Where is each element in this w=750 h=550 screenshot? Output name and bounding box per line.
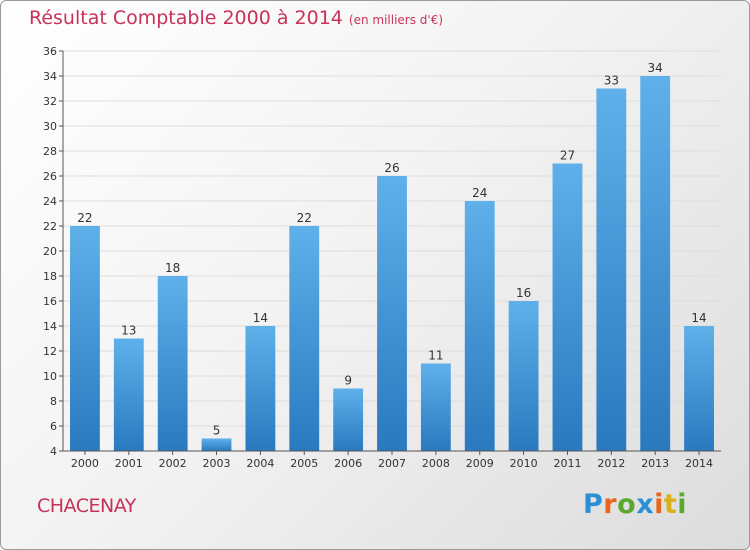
chart-title-text: Résultat Comptable 2000 à 2014 — [29, 7, 343, 29]
y-tick-label: 6 — [50, 420, 57, 433]
x-tick-label-2006: 2006 — [334, 457, 362, 470]
bar-2006 — [333, 388, 364, 451]
x-tick-label-2005: 2005 — [290, 457, 318, 470]
data-label-2012: 33 — [604, 74, 619, 88]
bar-2001 — [113, 338, 144, 451]
bar-2005 — [289, 226, 320, 451]
bar-2012 — [596, 88, 627, 451]
x-tick-label-2003: 2003 — [203, 457, 231, 470]
y-tick-label: 28 — [43, 145, 57, 158]
chart-title: Résultat Comptable 2000 à 2014 (en millie… — [29, 7, 443, 29]
bar-2008 — [420, 363, 451, 451]
data-label-2005: 22 — [297, 211, 312, 225]
logo-letter: i — [654, 489, 664, 520]
data-labels: 22 13 18 5 14 22 9 26 11 24 16 27 33 34 14 — [77, 61, 706, 438]
data-label-2010: 16 — [516, 286, 531, 300]
y-tick-label: 16 — [43, 295, 57, 308]
bars — [70, 76, 714, 451]
y-tick-label: 12 — [43, 345, 57, 358]
chart-subtitle: (en milliers d'€) — [348, 13, 444, 27]
y-tick-label: 30 — [43, 120, 57, 133]
data-label-2003: 5 — [213, 424, 221, 438]
bar-2014 — [684, 326, 714, 451]
commune-name: CHACENAY — [37, 495, 136, 517]
logo-letter: t — [663, 489, 678, 520]
data-label-2011: 27 — [560, 149, 575, 163]
data-label-2006: 9 — [344, 374, 352, 388]
logo-letter: P — [583, 489, 604, 520]
y-tick-label: 22 — [43, 220, 57, 233]
bar-2011 — [552, 163, 583, 451]
x-tick-label-2012: 2012 — [597, 457, 625, 470]
bar-2009 — [464, 201, 495, 451]
data-label-2007: 26 — [384, 161, 399, 175]
y-tick-label: 36 — [43, 45, 57, 58]
x-tick-label-2002: 2002 — [159, 457, 187, 470]
x-tick-label-2001: 2001 — [115, 457, 143, 470]
data-label-2014: 14 — [691, 311, 706, 325]
bar-2003 — [201, 438, 232, 451]
data-label-2000: 22 — [77, 211, 92, 225]
bar-2010 — [508, 301, 539, 451]
bar-2004 — [245, 326, 276, 451]
data-label-2002: 18 — [165, 261, 180, 275]
y-tick-label: 32 — [43, 95, 57, 108]
y-tick-label: 8 — [50, 395, 57, 408]
x-tick-label-2009: 2009 — [466, 457, 494, 470]
data-label-2008: 11 — [428, 349, 443, 363]
y-tick-label: 14 — [43, 320, 57, 333]
x-tick-label-2014: 2014 — [685, 457, 713, 470]
logo-letter: i — [677, 489, 688, 520]
logo-letter: x — [636, 489, 655, 520]
logo-letter: o — [617, 489, 637, 520]
y-tick-label: 18 — [43, 270, 57, 283]
y-tick-label: 4 — [50, 445, 57, 458]
proxiti-logo: Proxiti — [583, 489, 687, 523]
x-tick-label-2000: 2000 — [71, 457, 99, 470]
data-label-2013: 34 — [648, 61, 663, 75]
data-label-2009: 24 — [472, 186, 487, 200]
data-label-2004: 14 — [253, 311, 268, 325]
x-tick-label-2008: 2008 — [422, 457, 450, 470]
bar-2007 — [377, 176, 407, 451]
x-tick-label-2004: 2004 — [246, 457, 274, 470]
y-tick-label: 20 — [43, 245, 57, 258]
axes: 4 6 8 10 12 14 16 18 20 22 24 26 28 30 32 34 36 2000 2001 2… — [43, 45, 721, 470]
y-tick-label: 34 — [43, 70, 57, 83]
logo-letter: r — [603, 489, 618, 520]
x-tick-label-2007: 2007 — [378, 457, 406, 470]
y-tick-label: 24 — [43, 195, 57, 208]
y-tick-label: 26 — [43, 170, 57, 183]
x-tick-label-2010: 2010 — [510, 457, 538, 470]
y-tick-label: 10 — [43, 370, 57, 383]
data-label-2001: 13 — [121, 324, 136, 338]
bar-2000 — [70, 226, 100, 451]
bar-2002 — [157, 276, 188, 451]
bar-2013 — [640, 76, 671, 451]
x-tick-label-2013: 2013 — [641, 457, 669, 470]
x-tick-label-2011: 2011 — [553, 457, 581, 470]
